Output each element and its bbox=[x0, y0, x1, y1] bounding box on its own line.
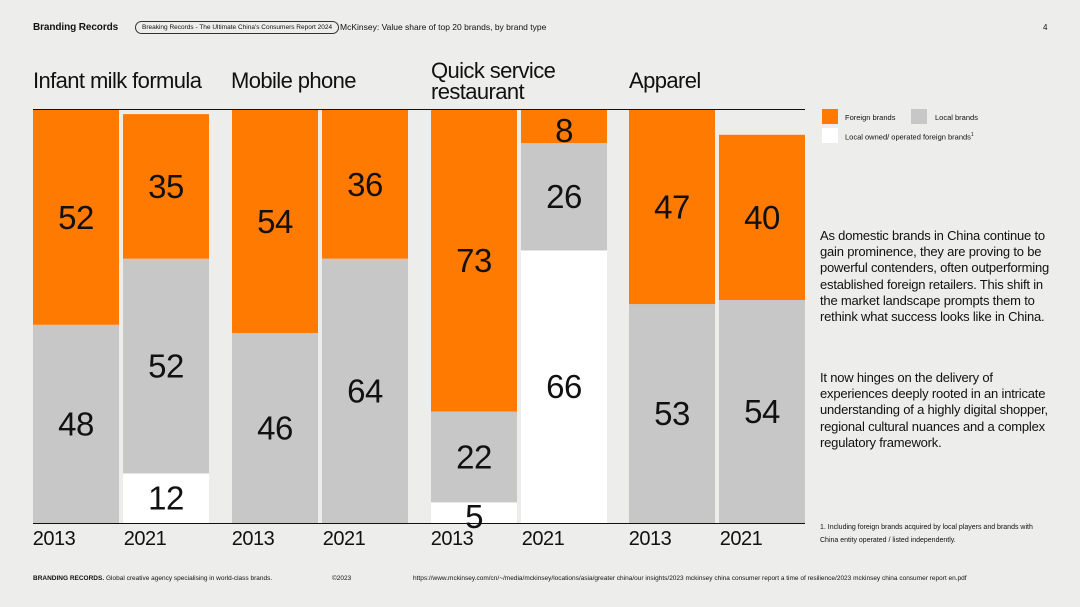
body-paragraph-2: It now hinges on the delivery of experie… bbox=[820, 370, 1048, 450]
bar-label-quick-service-restaurant-2021-local_owned: 66 bbox=[546, 368, 582, 405]
bar-label-mobile-phone-2021-foreign: 36 bbox=[347, 166, 383, 203]
footer-copyright: ©2023 bbox=[332, 575, 352, 582]
legend-swatch-local bbox=[911, 109, 927, 124]
legend-swatch-foreign bbox=[822, 109, 838, 124]
year-label-infant-milk-formula-2013: 2013 bbox=[33, 528, 76, 550]
year-label-mobile-phone-2013: 2013 bbox=[232, 528, 275, 550]
footer-brand: BRANDING RECORDS. bbox=[33, 575, 105, 582]
bar-label-apparel-2013-local: 53 bbox=[654, 395, 690, 432]
bar-segment-quick-service-restaurant-2013-local_owned bbox=[431, 502, 517, 523]
year-label-quick-service-restaurant-2013: 2013 bbox=[431, 528, 474, 550]
bar-segment-quick-service-restaurant-2021-local_owned bbox=[521, 250, 607, 524]
bar-label-apparel-2021-local: 54 bbox=[744, 393, 780, 430]
bar-segment-infant-milk-formula-2013-local bbox=[33, 324, 119, 523]
bar-segment-mobile-phone-2013-foreign bbox=[232, 110, 318, 334]
source-title: McKinsey: Value share of top 20 brands, … bbox=[340, 22, 547, 32]
category-title-quick-service: Quick service restaurant bbox=[431, 58, 556, 104]
bar-segment-quick-service-restaurant-2021-foreign bbox=[521, 110, 607, 144]
footer-source-url[interactable]: https://www.mckinsey.com/cn/~/media/mcki… bbox=[413, 575, 967, 582]
bar-segment-mobile-phone-2013-local bbox=[232, 333, 318, 523]
bar-label-quick-service-restaurant-2013-local_owned: 5 bbox=[465, 498, 483, 535]
legend-label-foreign: Foreign brands bbox=[845, 113, 896, 122]
brand-wordmark: Branding Records bbox=[33, 22, 119, 33]
year-label-apparel-2013: 2013 bbox=[629, 528, 672, 550]
bar-label-infant-milk-formula-2021-local: 52 bbox=[148, 348, 184, 385]
footer-tagline: BRANDING RECORDS. Global creative agency… bbox=[33, 575, 272, 582]
category-title-apparel: Apparel bbox=[629, 68, 701, 93]
bar-label-infant-milk-formula-2013-foreign: 52 bbox=[58, 199, 94, 236]
bar-segment-infant-milk-formula-2021-foreign bbox=[123, 114, 209, 259]
body-paragraph-1: As domestic brands in China continue to … bbox=[820, 228, 1050, 325]
category-title-mobile-phone: Mobile phone bbox=[231, 68, 357, 93]
bar-label-mobile-phone-2021-local: 64 bbox=[347, 372, 383, 409]
bar-label-quick-service-restaurant-2021-local: 26 bbox=[546, 178, 582, 215]
bar-label-apparel-2013-foreign: 47 bbox=[654, 189, 690, 226]
page-number: 4 bbox=[1043, 23, 1048, 32]
bar-label-infant-milk-formula-2013-local: 48 bbox=[58, 405, 94, 442]
bar-segment-apparel-2013-local bbox=[629, 304, 715, 523]
bar-segment-quick-service-restaurant-2021-local bbox=[521, 143, 607, 251]
bar-segment-apparel-2021-foreign bbox=[719, 134, 805, 300]
year-label-apparel-2021: 2021 bbox=[720, 528, 763, 550]
footer-tagline-text: Global creative agency specialising in w… bbox=[105, 575, 273, 582]
bar-label-mobile-phone-2013-local: 46 bbox=[257, 410, 293, 447]
bar-segment-infant-milk-formula-2021-local bbox=[123, 258, 209, 474]
legend-label-local-owned: Local owned/ operated foreign brands1 bbox=[845, 132, 974, 142]
bar-label-quick-service-restaurant-2021-foreign: 8 bbox=[555, 112, 573, 149]
bar-segment-apparel-2021-local bbox=[719, 299, 805, 523]
legend-label-local: Local brands bbox=[935, 113, 978, 122]
category-title-infant-milk: Infant milk formula bbox=[33, 68, 202, 93]
bar-label-mobile-phone-2013-foreign: 54 bbox=[257, 203, 293, 240]
report-pill: Breaking Records - The Ultimate China's … bbox=[135, 21, 340, 34]
bar-label-quick-service-restaurant-2013-foreign: 73 bbox=[456, 242, 492, 279]
footnote: 1. Including foreign brands acquired by … bbox=[820, 524, 1033, 544]
bar-segment-mobile-phone-2021-foreign bbox=[322, 110, 408, 259]
bar-segment-infant-milk-formula-2013-foreign bbox=[33, 110, 119, 325]
bar-segment-mobile-phone-2021-local bbox=[322, 258, 408, 523]
legend-swatch-local-owned bbox=[822, 128, 838, 143]
bar-segment-quick-service-restaurant-2013-foreign bbox=[431, 110, 517, 412]
bar-segment-quick-service-restaurant-2013-local bbox=[431, 411, 517, 503]
bar-segment-apparel-2013-foreign bbox=[629, 110, 715, 305]
bar-label-apparel-2021-foreign: 40 bbox=[744, 199, 780, 236]
bar-label-infant-milk-formula-2021-local_owned: 12 bbox=[148, 480, 184, 517]
year-label-mobile-phone-2021: 2021 bbox=[323, 528, 366, 550]
year-label-quick-service-restaurant-2021: 2021 bbox=[522, 528, 565, 550]
year-label-infant-milk-formula-2021: 2021 bbox=[124, 528, 167, 550]
bar-segment-infant-milk-formula-2021-local_owned bbox=[123, 473, 209, 523]
bar-label-infant-milk-formula-2021-foreign: 35 bbox=[148, 168, 184, 205]
bar-label-quick-service-restaurant-2013-local: 22 bbox=[456, 438, 492, 475]
